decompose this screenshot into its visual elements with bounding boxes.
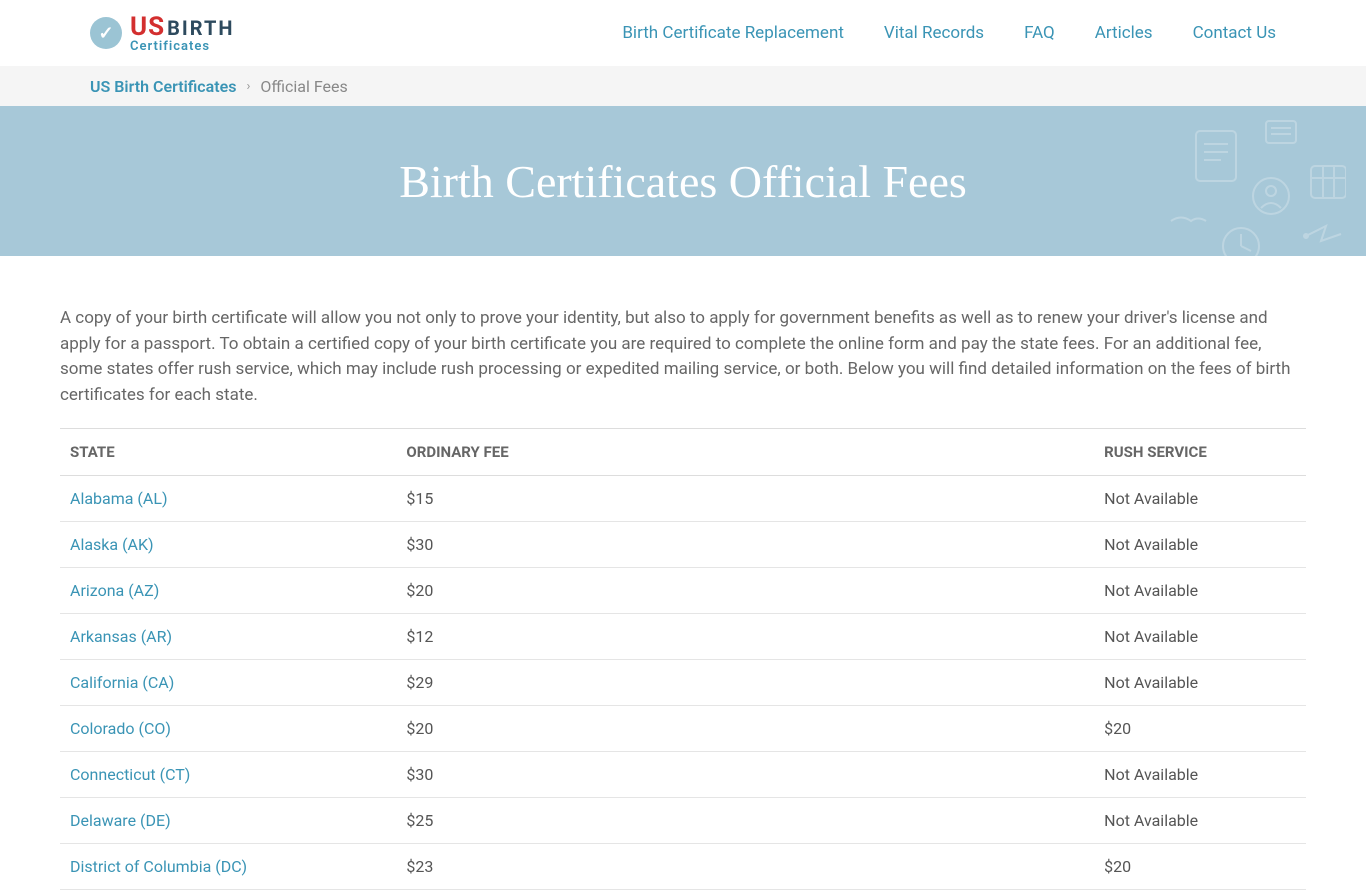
chevron-right-icon: ›: [246, 79, 250, 94]
table-row: Arizona (AZ) $20Not Available: [60, 568, 1306, 614]
ordinary-fee-cell: $20: [396, 568, 1094, 614]
fees-table: STATE ORDINARY FEE RUSH SERVICE Alabama …: [60, 428, 1306, 890]
table-row: California (CA) $29Not Available: [60, 660, 1306, 706]
hero-decoration-icon: [1126, 116, 1346, 256]
site-header: ✓ US BIRTH Certificates Birth Certificat…: [0, 0, 1366, 66]
main-content: A copy of your birth certificate will al…: [0, 256, 1366, 890]
header-rush-service: RUSH SERVICE: [1094, 429, 1306, 476]
state-link[interactable]: Delaware (DE): [70, 811, 171, 830]
logo-text: US BIRTH Certificates: [130, 14, 235, 53]
rush-service-cell: Not Available: [1094, 752, 1306, 798]
state-link[interactable]: District of Columbia (DC): [70, 857, 247, 876]
nav-contact-us[interactable]: Contact Us: [1193, 23, 1276, 43]
rush-service-cell: Not Available: [1094, 614, 1306, 660]
nav-birth-cert-replacement[interactable]: Birth Certificate Replacement: [622, 23, 844, 43]
checkmark-icon: ✓: [90, 17, 122, 49]
hero-banner: Birth Certificates Official Fees: [0, 106, 1366, 256]
state-link[interactable]: Arkansas (AR): [70, 627, 172, 646]
state-link[interactable]: Alaska (AK): [70, 535, 154, 554]
nav-faq[interactable]: FAQ: [1024, 23, 1055, 43]
nav-articles[interactable]: Articles: [1095, 23, 1153, 43]
table-row: Connecticut (CT)$30Not Available: [60, 752, 1306, 798]
ordinary-fee-cell: $20: [396, 706, 1094, 752]
table-row: Delaware (DE) $25Not Available: [60, 798, 1306, 844]
table-row: Alabama (AL) $15Not Available: [60, 476, 1306, 522]
ordinary-fee-cell: $15: [396, 476, 1094, 522]
page-title: Birth Certificates Official Fees: [399, 155, 967, 208]
intro-paragraph: A copy of your birth certificate will al…: [60, 306, 1306, 408]
breadcrumb: US Birth Certificates › Official Fees: [0, 66, 1366, 106]
state-link[interactable]: Colorado (CO): [70, 719, 171, 738]
header-state: STATE: [60, 429, 396, 476]
logo-birth: BIRTH: [167, 18, 234, 38]
rush-service-cell: $20: [1094, 844, 1306, 890]
ordinary-fee-cell: $29: [396, 660, 1094, 706]
ordinary-fee-cell: $25: [396, 798, 1094, 844]
state-link[interactable]: California (CA): [70, 673, 174, 692]
table-row: Colorado (CO) $20$20: [60, 706, 1306, 752]
ordinary-fee-cell: $30: [396, 752, 1094, 798]
rush-service-cell: Not Available: [1094, 660, 1306, 706]
breadcrumb-home[interactable]: US Birth Certificates: [90, 77, 236, 96]
rush-service-cell: Not Available: [1094, 568, 1306, 614]
breadcrumb-current: Official Fees: [260, 77, 347, 96]
logo-certificates: Certificates: [130, 40, 235, 53]
header-ordinary-fee: ORDINARY FEE: [396, 429, 1094, 476]
table-header-row: STATE ORDINARY FEE RUSH SERVICE: [60, 429, 1306, 476]
table-row: Arkansas (AR) $12Not Available: [60, 614, 1306, 660]
nav-vital-records[interactable]: Vital Records: [884, 23, 984, 43]
rush-service-cell: Not Available: [1094, 476, 1306, 522]
state-link[interactable]: Arizona (AZ): [70, 581, 159, 600]
logo-us: US: [130, 14, 165, 40]
table-row: District of Columbia (DC) $23$20: [60, 844, 1306, 890]
ordinary-fee-cell: $23: [396, 844, 1094, 890]
rush-service-cell: Not Available: [1094, 522, 1306, 568]
main-nav: Birth Certificate Replacement Vital Reco…: [622, 23, 1276, 43]
logo[interactable]: ✓ US BIRTH Certificates: [90, 14, 235, 53]
rush-service-cell: Not Available: [1094, 798, 1306, 844]
ordinary-fee-cell: $30: [396, 522, 1094, 568]
table-row: Alaska (AK) $30Not Available: [60, 522, 1306, 568]
state-link[interactable]: Alabama (AL): [70, 489, 168, 508]
rush-service-cell: $20: [1094, 706, 1306, 752]
ordinary-fee-cell: $12: [396, 614, 1094, 660]
